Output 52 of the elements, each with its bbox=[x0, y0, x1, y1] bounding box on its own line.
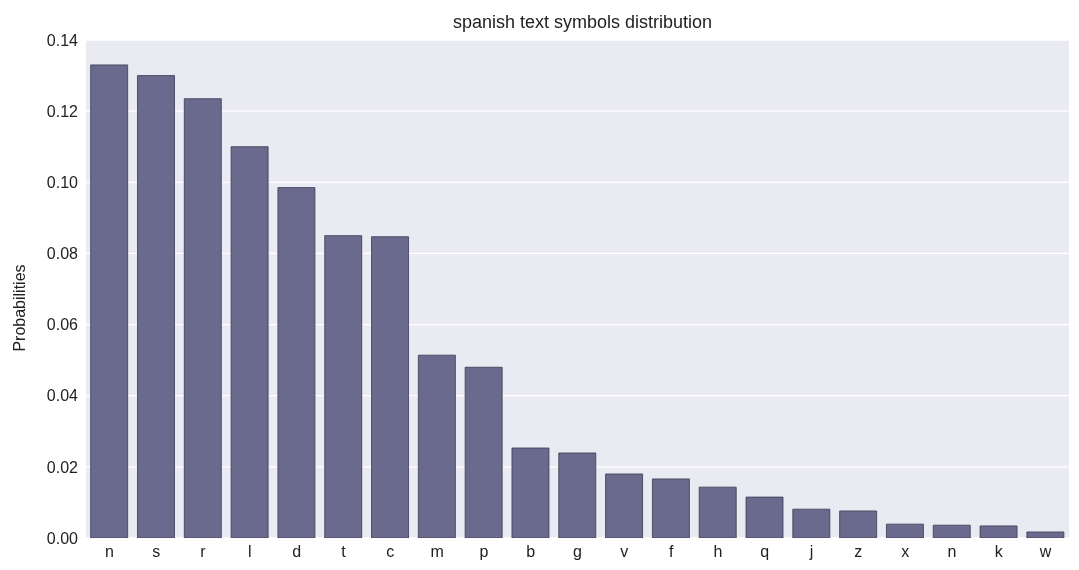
x-tick-label: x bbox=[901, 543, 910, 561]
bar bbox=[745, 496, 784, 538]
y-axis-title: Probabilities bbox=[11, 264, 29, 352]
y-tick-label: 0.06 bbox=[46, 316, 79, 334]
bar bbox=[230, 146, 269, 538]
bar bbox=[792, 508, 831, 538]
bar bbox=[652, 478, 690, 538]
x-tick-label: v bbox=[620, 543, 629, 561]
bar bbox=[886, 523, 924, 538]
x-tick-label: r bbox=[200, 543, 207, 561]
bar bbox=[558, 452, 597, 538]
x-tick-label: s bbox=[152, 543, 161, 561]
x-tick-label: z bbox=[854, 543, 863, 561]
y-tick-label: 0.00 bbox=[46, 529, 79, 547]
x-tick-label: n bbox=[104, 543, 114, 561]
bar bbox=[277, 187, 316, 538]
bar bbox=[839, 510, 878, 538]
bar bbox=[324, 235, 363, 538]
bar bbox=[183, 98, 222, 538]
bar bbox=[137, 75, 175, 538]
bar bbox=[698, 486, 737, 538]
x-tick-label: h bbox=[713, 543, 723, 561]
y-tick-label: 0.04 bbox=[46, 387, 79, 405]
x-tick-label: c bbox=[386, 543, 395, 561]
x-tick-label: f bbox=[668, 543, 674, 561]
y-tick-label: 0.08 bbox=[46, 245, 79, 263]
x-tick-label: n bbox=[947, 543, 957, 561]
bar bbox=[511, 447, 550, 538]
x-tick-label: b bbox=[526, 543, 536, 561]
x-tick-label: g bbox=[573, 543, 582, 561]
bar bbox=[417, 354, 456, 538]
x-tick-label: p bbox=[479, 543, 489, 561]
bar bbox=[979, 525, 1018, 538]
bar bbox=[464, 366, 503, 538]
y-tick-label: 0.12 bbox=[46, 102, 79, 120]
y-tick-label: 0.02 bbox=[46, 458, 79, 476]
bar bbox=[371, 236, 409, 538]
x-tick-label: d bbox=[292, 543, 302, 561]
x-tick-label: w bbox=[1038, 543, 1052, 561]
bar bbox=[932, 524, 971, 538]
bar bbox=[90, 64, 129, 538]
x-tick-label: q bbox=[760, 543, 770, 561]
x-tick-label: j bbox=[808, 543, 814, 561]
bar bbox=[605, 473, 643, 538]
x-tick-label: t bbox=[341, 543, 347, 561]
x-tick-label: l bbox=[248, 543, 252, 561]
x-tick-label: k bbox=[994, 543, 1004, 561]
x-tick-label: m bbox=[430, 543, 444, 561]
y-tick-label: 0.14 bbox=[46, 31, 79, 49]
chart-title: spanish text symbols distribution bbox=[451, 12, 714, 33]
y-tick-label: 0.10 bbox=[46, 173, 79, 191]
bar bbox=[1026, 531, 1065, 538]
